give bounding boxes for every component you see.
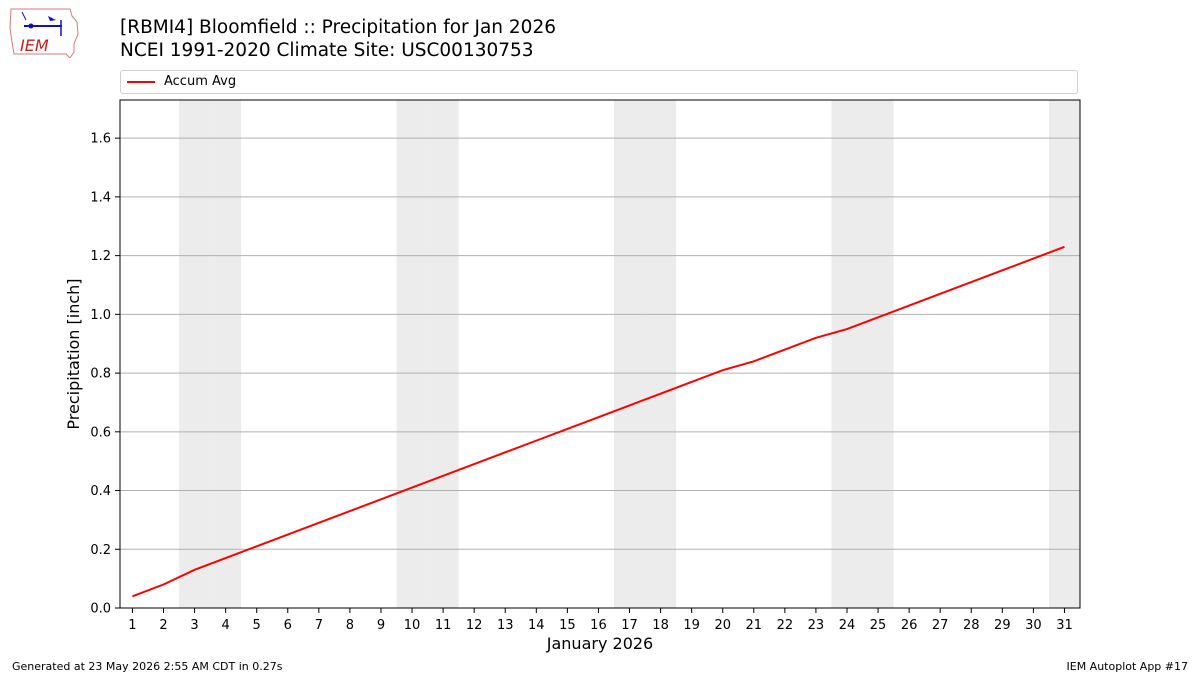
x-tick-label: 29 xyxy=(994,618,1011,633)
x-tick-label: 24 xyxy=(839,618,856,633)
x-tick-label: 27 xyxy=(932,618,949,633)
weekend-band xyxy=(1048,100,1080,608)
x-tick-label: 2 xyxy=(159,618,167,633)
x-tick-label: 3 xyxy=(190,618,198,633)
chart-subtitle: NCEI 1991-2020 Climate Site: USC00130753 xyxy=(120,40,534,61)
weekend-band xyxy=(862,100,894,608)
legend-swatch xyxy=(127,81,155,83)
weekend-band xyxy=(210,100,242,608)
logo-text: IEM xyxy=(20,36,49,55)
x-tick-label: 9 xyxy=(377,618,385,633)
x-axis-label: January 2026 xyxy=(546,634,653,653)
x-tick-label: 17 xyxy=(621,618,638,633)
iowa-map-icon: IEM xyxy=(9,8,79,59)
x-tick-label: 19 xyxy=(683,618,700,633)
chart-legend: Accum Avg xyxy=(120,70,1078,94)
x-tick-label: 12 xyxy=(466,618,483,633)
x-tick-label: 23 xyxy=(808,618,825,633)
x-tick-label: 11 xyxy=(435,618,452,633)
weekend-band xyxy=(396,100,428,608)
y-tick-label: 1.4 xyxy=(90,190,111,205)
y-tick-label: 0.2 xyxy=(90,543,111,558)
precipitation-chart: 1 2 3 4 5 6 7 8 9 10 11 12 13 14 15 16 17 18 19 20 21 22 23 24 2… xyxy=(64,99,1081,653)
y-axis-label: Precipitation [inch] xyxy=(64,278,83,429)
x-tick-label: 6 xyxy=(284,618,292,633)
y-tick-label: 0.4 xyxy=(90,484,111,499)
x-tick-label: 1 xyxy=(128,618,136,633)
weekend-band xyxy=(613,100,646,608)
x-tick-label: 10 xyxy=(404,618,421,633)
x-tick-label: 7 xyxy=(315,618,323,633)
x-tick-label: 26 xyxy=(901,618,918,633)
x-tick-label: 18 xyxy=(652,618,669,633)
x-tick-label: 28 xyxy=(963,618,980,633)
footer-generated: Generated at 23 May 2026 2:55 AM CDT in … xyxy=(12,660,283,673)
iem-logo: IEM xyxy=(8,6,80,59)
weekend-band xyxy=(645,100,677,608)
x-tick-label: 25 xyxy=(870,618,887,633)
x-tick-label: 14 xyxy=(528,618,545,633)
x-tick-label: 15 xyxy=(559,618,576,633)
y-tick-label: 1.0 xyxy=(90,308,111,323)
x-tick-label: 16 xyxy=(590,618,607,633)
footer-app: IEM Autoplot App #17 xyxy=(1066,660,1189,673)
x-tick-label: 31 xyxy=(1056,618,1073,633)
y-tick-label: 1.2 xyxy=(90,249,111,264)
x-tick-label: 5 xyxy=(253,618,261,633)
x-tick-label: 21 xyxy=(746,618,763,633)
weekend-band xyxy=(179,100,211,608)
x-tick-label: 20 xyxy=(714,618,731,633)
x-tick-label: 30 xyxy=(1025,618,1042,633)
series-line-accum-avg xyxy=(132,245,1065,598)
x-tick-label: 13 xyxy=(497,618,514,633)
chart-title: [RBMI4] Bloomfield :: Precipitation for … xyxy=(120,17,556,38)
x-tick-label: 22 xyxy=(777,618,794,633)
x-tick-label: 8 xyxy=(346,618,354,633)
legend-label: Accum Avg xyxy=(164,74,237,89)
y-tick-label: 1.6 xyxy=(90,132,111,147)
weekend-band xyxy=(831,100,863,608)
plot-frame xyxy=(119,99,1081,609)
y-tick-label: 0.6 xyxy=(90,425,111,440)
y-tick-label: 0.0 xyxy=(90,602,111,617)
x-tick-label: 4 xyxy=(221,618,229,633)
weekend-band xyxy=(427,100,459,608)
y-tick-label: 0.8 xyxy=(90,367,111,382)
